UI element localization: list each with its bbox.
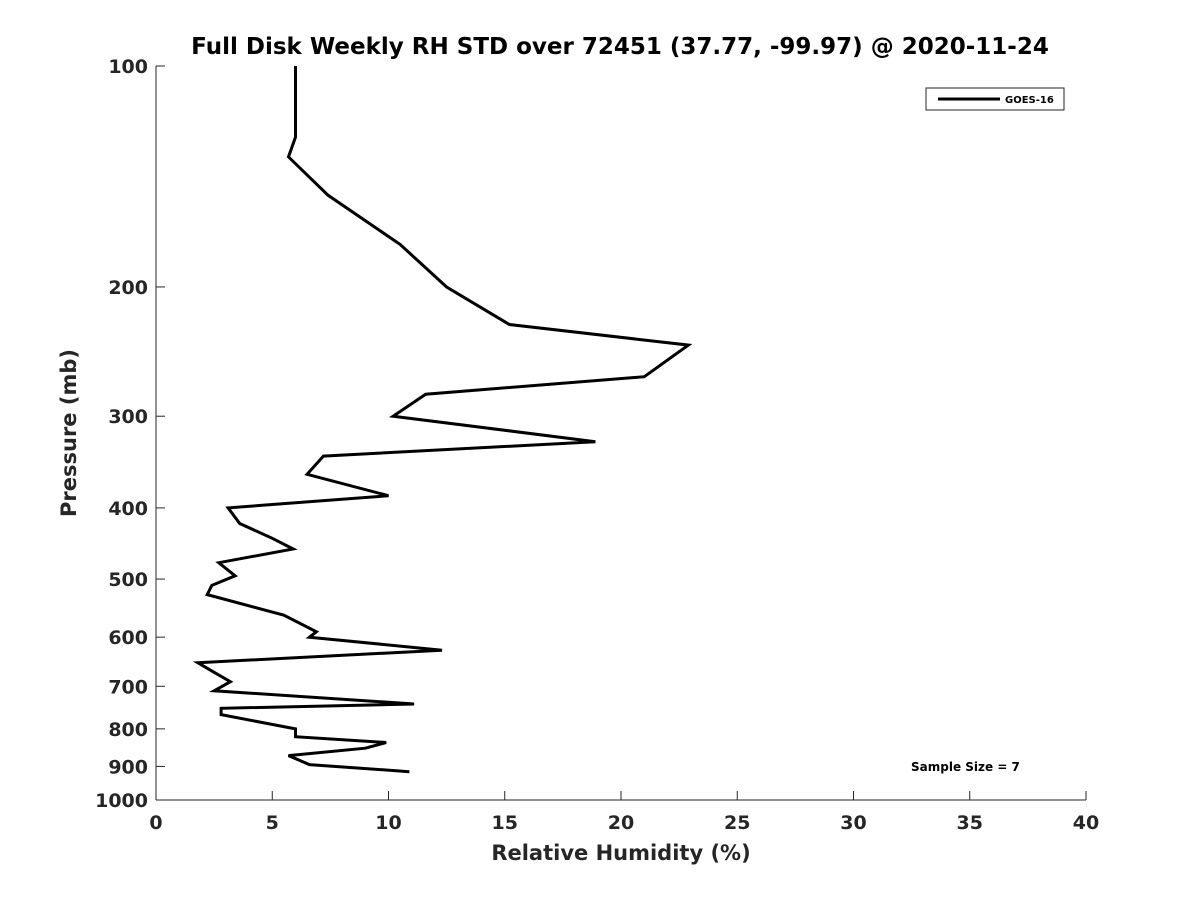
series-line-goes-16	[192, 66, 693, 774]
x-axis-label: Relative Humidity (%)	[491, 841, 750, 865]
y-ticks: 100 200 300 400 500 600 700 800 900 1000	[95, 56, 165, 812]
chart-title: Full Disk Weekly RH STD over 72451 (37.7…	[191, 34, 1049, 60]
x-tick-label: 15	[492, 812, 518, 834]
series-layer	[192, 66, 693, 774]
y-tick-label: 500	[108, 569, 148, 591]
y-tick-label: 700	[108, 676, 148, 698]
legend: GOES-16	[925, 87, 1065, 111]
y-tick-label: 800	[108, 719, 148, 741]
y-tick-label: 200	[108, 277, 148, 299]
y-tick-label: 300	[108, 406, 148, 428]
y-tick-label: 100	[108, 56, 148, 78]
x-tick-label: 0	[149, 812, 162, 834]
y-tick-label: 600	[108, 627, 148, 649]
y-axis-label: Pressure (mb)	[57, 349, 81, 517]
x-tick-label: 40	[1073, 812, 1099, 834]
x-tick-label: 25	[724, 812, 750, 834]
y-tick-label: 1000	[95, 790, 148, 812]
x-tick-label: 30	[840, 812, 866, 834]
x-tick-label: 10	[375, 812, 401, 834]
x-ticks: 0 5 10 15 20 25 30 35 40	[149, 791, 1099, 834]
x-tick-label: 35	[957, 812, 983, 834]
axes: 0 5 10 15 20 25 30 35 40 100 200 300 400 500 600 700 80…	[95, 56, 1099, 834]
legend-label-goes-16: GOES-16	[1005, 95, 1054, 106]
x-tick-label: 5	[266, 812, 279, 834]
sample-size-annotation: Sample Size = 7	[911, 760, 1020, 774]
x-tick-label: 20	[608, 812, 634, 834]
y-tick-label: 900	[108, 756, 148, 778]
y-tick-label: 400	[108, 498, 148, 520]
